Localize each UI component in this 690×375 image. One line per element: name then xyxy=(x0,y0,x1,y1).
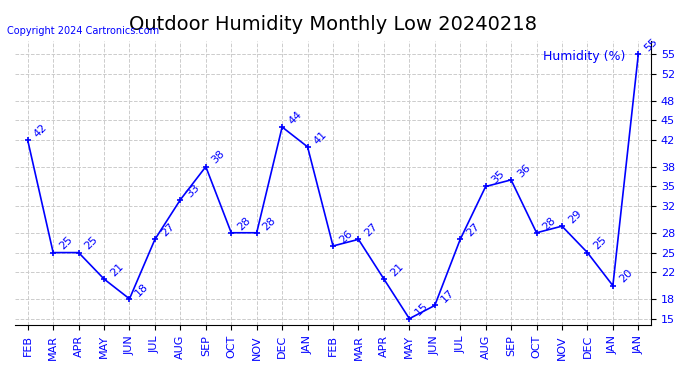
Text: 28: 28 xyxy=(261,215,278,232)
Text: 41: 41 xyxy=(312,129,329,146)
Text: 27: 27 xyxy=(363,222,380,238)
Text: Copyright 2024 Cartronics.com: Copyright 2024 Cartronics.com xyxy=(7,26,159,36)
Text: 28: 28 xyxy=(541,215,558,232)
Text: 21: 21 xyxy=(108,261,126,278)
Text: 17: 17 xyxy=(439,288,456,304)
Text: 26: 26 xyxy=(337,228,354,245)
Text: 28: 28 xyxy=(235,215,253,232)
Text: 27: 27 xyxy=(464,222,482,238)
Text: 29: 29 xyxy=(566,208,583,225)
Text: 55: 55 xyxy=(642,37,660,54)
Text: 35: 35 xyxy=(490,169,506,186)
Title: Outdoor Humidity Monthly Low 20240218: Outdoor Humidity Monthly Low 20240218 xyxy=(129,15,537,34)
Text: 44: 44 xyxy=(286,109,304,126)
Text: 21: 21 xyxy=(388,261,405,278)
Text: 25: 25 xyxy=(57,235,75,252)
Text: Humidity (%): Humidity (%) xyxy=(543,50,626,63)
Text: 20: 20 xyxy=(617,268,634,285)
Text: 33: 33 xyxy=(184,182,201,199)
Text: 38: 38 xyxy=(210,149,227,166)
Text: 36: 36 xyxy=(515,162,532,179)
Text: 15: 15 xyxy=(413,301,431,318)
Text: 18: 18 xyxy=(134,281,150,298)
Text: 25: 25 xyxy=(591,235,609,252)
Text: 27: 27 xyxy=(159,222,176,238)
Text: 25: 25 xyxy=(83,235,100,252)
Text: 42: 42 xyxy=(32,122,49,140)
